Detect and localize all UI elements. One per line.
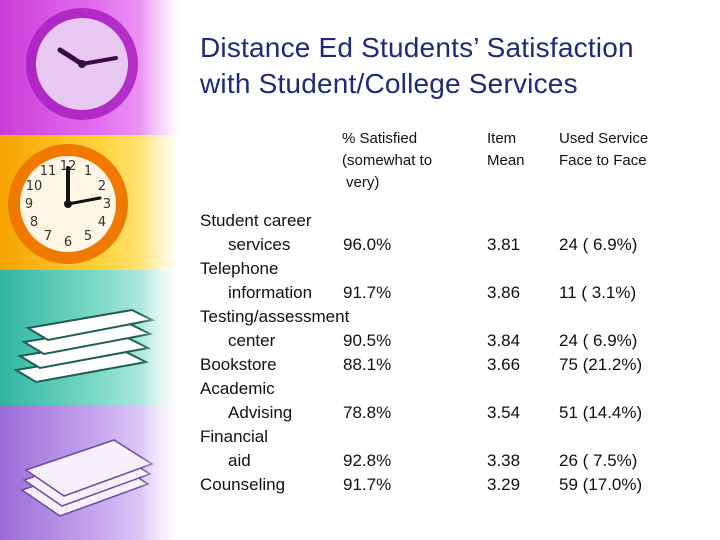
service-label: Student career xyxy=(200,211,312,230)
service-label: Advising xyxy=(228,403,293,422)
item-mean-cell: 3.66 xyxy=(487,355,521,374)
pct-satisfied-cell: 92.8% xyxy=(343,451,392,470)
pct-satisfied-cell: 91.7% xyxy=(343,475,392,494)
service-label-column: Student career services Telephone inform… xyxy=(200,209,400,497)
item-mean-cell: 3.84 xyxy=(487,331,521,350)
slide-title-line-1: Distance Ed Students’ Satisfaction xyxy=(200,32,634,63)
svg-text:7: 7 xyxy=(44,229,52,244)
header-face-line-2: Face to Face xyxy=(559,152,647,169)
svg-text:10: 10 xyxy=(26,179,43,194)
face-to-face-cell: 51 (14.4%) xyxy=(559,403,643,422)
slide-title: Distance Ed Students’ Satisfaction with … xyxy=(200,30,710,102)
item-mean-cell: 3.81 xyxy=(487,235,521,254)
svg-text:2: 2 xyxy=(98,179,106,194)
strip-fade xyxy=(140,0,180,540)
header-face-line-1: Used Service xyxy=(559,130,649,147)
face-to-face-cell: 11 ( 3.1%) xyxy=(559,283,637,302)
service-label: Financial xyxy=(200,427,269,446)
item-mean-column: 3.81 3.86 3.84 3.66 3.54 3.38 3.29 xyxy=(487,209,547,497)
item-mean-cell: 3.54 xyxy=(487,403,521,422)
svg-text:6: 6 xyxy=(64,235,72,250)
item-mean-cell: 3.29 xyxy=(487,475,521,494)
svg-text:4: 4 xyxy=(98,215,106,230)
header-pct-line-1: % Satisfied xyxy=(342,130,418,147)
used-face-to-face-column: 24 ( 6.9%) 11 ( 3.1%) 24 ( 6.9%) 75 (21.… xyxy=(559,209,709,497)
pct-satisfied-cell: 88.1% xyxy=(343,355,392,374)
service-label: Counseling xyxy=(200,475,286,494)
header-mean-line-2: Mean xyxy=(487,152,525,169)
svg-text:11: 11 xyxy=(40,164,57,179)
slide-title-line-2: with Student/College Services xyxy=(200,68,578,99)
service-label: Academic xyxy=(200,379,275,398)
face-to-face-cell: 24 ( 6.9%) xyxy=(559,235,638,254)
face-to-face-cell: 26 ( 7.5%) xyxy=(559,451,638,470)
svg-text:1: 1 xyxy=(84,164,92,179)
header-pct-line-3: very) xyxy=(346,174,380,191)
header-item-mean: Item Mean xyxy=(487,128,547,172)
svg-text:5: 5 xyxy=(84,229,92,244)
face-to-face-cell: 59 (17.0%) xyxy=(559,475,643,494)
service-label: center xyxy=(228,331,276,350)
purple-clock-icon xyxy=(26,8,138,120)
header-pct-line-2: (somewhat to xyxy=(342,152,433,169)
pct-satisfied-column: 96.0% 91.7% 90.5% 88.1% 78.8% 92.8% 91.7… xyxy=(343,209,423,497)
svg-text:3: 3 xyxy=(103,197,111,212)
service-label: aid xyxy=(228,451,251,470)
pct-satisfied-cell: 78.8% xyxy=(343,403,392,422)
face-to-face-cell: 24 ( 6.9%) xyxy=(559,331,638,350)
svg-text:9: 9 xyxy=(25,197,33,212)
item-mean-cell: 3.86 xyxy=(487,283,521,302)
pct-satisfied-cell: 96.0% xyxy=(343,235,392,254)
service-label: Testing/assessment xyxy=(200,307,350,326)
book-stack-icon xyxy=(13,308,156,384)
header-pct-satisfied: % Satisfied (somewhat to very) xyxy=(342,128,472,194)
header-mean-line-1: Item xyxy=(487,130,517,147)
pct-satisfied-cell: 90.5% xyxy=(343,331,392,350)
pct-satisfied-cell: 91.7% xyxy=(343,283,392,302)
item-mean-cell: 3.38 xyxy=(487,451,521,470)
service-label: Telephone xyxy=(200,259,279,278)
paper-stack-icon xyxy=(20,439,154,517)
header-used-face-to-face: Used Service Face to Face xyxy=(559,128,709,172)
face-to-face-cell: 75 (21.2%) xyxy=(559,355,643,374)
svg-text:8: 8 xyxy=(30,215,38,230)
service-label: Bookstore xyxy=(200,355,277,374)
service-label: information xyxy=(228,283,313,302)
service-label: services xyxy=(228,235,291,254)
